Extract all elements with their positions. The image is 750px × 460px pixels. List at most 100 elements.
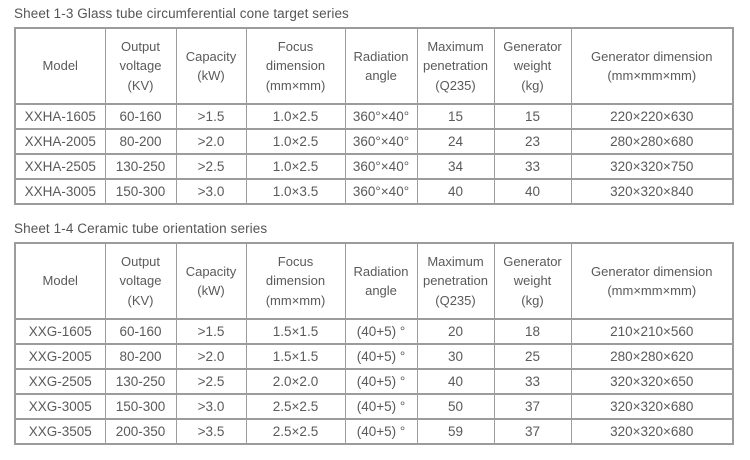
- table-cell: 1.0×2.5: [245, 153, 346, 180]
- column-header: Model: [14, 242, 106, 320]
- table-cell: 1.0×2.5: [245, 128, 346, 155]
- table-row: XXHA-2505 130-250 >2.5 1.0×2.5 360°×40° 34 33 3…: [14, 153, 734, 180]
- table-cell: >1.5: [175, 103, 247, 130]
- table-cell: 360°×40°: [344, 103, 418, 130]
- table-cell: 1.0×3.5: [245, 178, 346, 205]
- table-cell: 2.5×2.5: [245, 393, 346, 420]
- table-cell: 15: [416, 103, 495, 130]
- table-row: XXG-3505 200-350 >3.5 2.5×2.5 (40+5) ° 59 37 32…: [14, 418, 734, 445]
- table-cell: XXG-3505: [14, 418, 106, 445]
- table-cell: XXHA-1605: [14, 103, 106, 130]
- table-row: XXG-2505 130-250 >2.5 2.0×2.0 (40+5) ° 40 33 32…: [14, 368, 734, 395]
- column-header: Output voltage (KV): [104, 242, 177, 320]
- table-cell: 320×320×650: [570, 368, 734, 395]
- table-cell: 23: [493, 128, 572, 155]
- header-row: Model Output voltage (KV) Capacity (kW) Foc…: [14, 27, 734, 105]
- table-cell: XXHA-3005: [14, 178, 106, 205]
- table-cell: 1.0×2.5: [245, 103, 346, 130]
- table-cell: 2.5×2.5: [245, 418, 346, 445]
- table-cell: >2.5: [175, 153, 247, 180]
- table-cell: (40+5) °: [344, 418, 418, 445]
- table-row: XXHA-3005 150-300 >3.0 1.0×3.5 360°×40° 40 40 3…: [14, 178, 734, 205]
- table-cell: >3.0: [175, 393, 247, 420]
- table-row: XXHA-1605 60-160 >1.5 1.0×2.5 360°×40° 15 15 22…: [14, 103, 734, 130]
- table-cell: (40+5) °: [344, 318, 418, 345]
- table-cell: 37: [493, 418, 572, 445]
- table-cell: >2.0: [175, 128, 247, 155]
- column-header: Generator dimension (mm×mm×mm): [570, 242, 734, 320]
- ceramic-tube-spec-table: Model Output voltage (KV) Capacity (kW) Foc…: [14, 242, 734, 445]
- table-cell: 320×320×750: [570, 153, 734, 180]
- sheet-1-4-title: Sheet 1-4 Ceramic tube orientation serie…: [14, 221, 268, 236]
- table-cell: 80-200: [104, 343, 177, 370]
- table-cell: 60-160: [104, 318, 177, 345]
- table-cell: 320×320×840: [570, 178, 734, 205]
- table-cell: >2.0: [175, 343, 247, 370]
- table-cell: 150-300: [104, 393, 177, 420]
- table-cell: XXHA-2505: [14, 153, 106, 180]
- table-cell: 320×320×680: [570, 393, 734, 420]
- table-cell: 30: [416, 343, 495, 370]
- column-header: Capacity (kW): [175, 27, 247, 105]
- table-cell: 24: [416, 128, 495, 155]
- table-cell: 2.0×2.0: [245, 368, 346, 395]
- table-cell: 360°×40°: [344, 178, 418, 205]
- column-header: Maximum penetration (Q235): [416, 27, 495, 105]
- table-cell: >2.5: [175, 368, 247, 395]
- table-cell: 40: [493, 178, 572, 205]
- table-cell: XXG-2005: [14, 343, 106, 370]
- column-header: Maximum penetration (Q235): [416, 242, 495, 320]
- column-header: Radiation angle: [344, 242, 418, 320]
- table-cell: (40+5) °: [344, 393, 418, 420]
- table-cell: 40: [416, 178, 495, 205]
- table-cell: (40+5) °: [344, 368, 418, 395]
- column-header: Generator dimension (mm×mm×mm): [570, 27, 734, 105]
- table-row: XXG-2005 80-200 >2.0 1.5×1.5 (40+5) ° 30 25 280…: [14, 343, 734, 370]
- table-cell: 15: [493, 103, 572, 130]
- table-cell: 50: [416, 393, 495, 420]
- table-cell: 25: [493, 343, 572, 370]
- table-cell: 37: [493, 393, 572, 420]
- column-header: Output voltage (KV): [104, 27, 177, 105]
- table-row: XXG-1605 60-160 >1.5 1.5×1.5 (40+5) ° 20 18 210…: [14, 318, 734, 345]
- column-header: Capacity (kW): [175, 242, 247, 320]
- table-row: XXG-3005 150-300 >3.0 2.5×2.5 (40+5) ° 50 37 32…: [14, 393, 734, 420]
- table-cell: 33: [493, 368, 572, 395]
- table-cell: 280×280×620: [570, 343, 734, 370]
- table-cell: 150-300: [104, 178, 177, 205]
- header-row: Model Output voltage (KV) Capacity (kW) Foc…: [14, 242, 734, 320]
- column-header: Radiation angle: [344, 27, 418, 105]
- column-header: Model: [14, 27, 106, 105]
- table-row: XXHA-2005 80-200 >2.0 1.0×2.5 360°×40° 24 23 28…: [14, 128, 734, 155]
- table-cell: 1.5×1.5: [245, 343, 346, 370]
- table-cell: 33: [493, 153, 572, 180]
- table-cell: XXG-2505: [14, 368, 106, 395]
- table-cell: XXG-1605: [14, 318, 106, 345]
- table-cell: 210×210×560: [570, 318, 734, 345]
- table-cell: 130-250: [104, 153, 177, 180]
- table-cell: 220×220×630: [570, 103, 734, 130]
- table-cell: 34: [416, 153, 495, 180]
- table-cell: 200-350: [104, 418, 177, 445]
- table-cell: 18: [493, 318, 572, 345]
- table-cell: >1.5: [175, 318, 247, 345]
- column-header: Generator weight (kg): [493, 242, 572, 320]
- glass-tube-spec-table: Model Output voltage (KV) Capacity (kW) Foc…: [14, 27, 734, 205]
- table-cell: 20: [416, 318, 495, 345]
- table-cell: 360°×40°: [344, 153, 418, 180]
- table-cell: 280×280×680: [570, 128, 734, 155]
- sheet-1-3-title: Sheet 1-3 Glass tube circumferential con…: [14, 6, 349, 21]
- column-header: Generator weight (kg): [493, 27, 572, 105]
- table-cell: 1.5×1.5: [245, 318, 346, 345]
- column-header: Focus dimension (mm×mm): [245, 27, 346, 105]
- table-cell: (40+5) °: [344, 343, 418, 370]
- table-cell: 80-200: [104, 128, 177, 155]
- table-cell: 130-250: [104, 368, 177, 395]
- table-cell: XXHA-2005: [14, 128, 106, 155]
- table-cell: 59: [416, 418, 495, 445]
- table-cell: XXG-3005: [14, 393, 106, 420]
- column-header: Focus dimension (mm×mm): [245, 242, 346, 320]
- table-cell: >3.0: [175, 178, 247, 205]
- table-cell: >3.5: [175, 418, 247, 445]
- table-cell: 60-160: [104, 103, 177, 130]
